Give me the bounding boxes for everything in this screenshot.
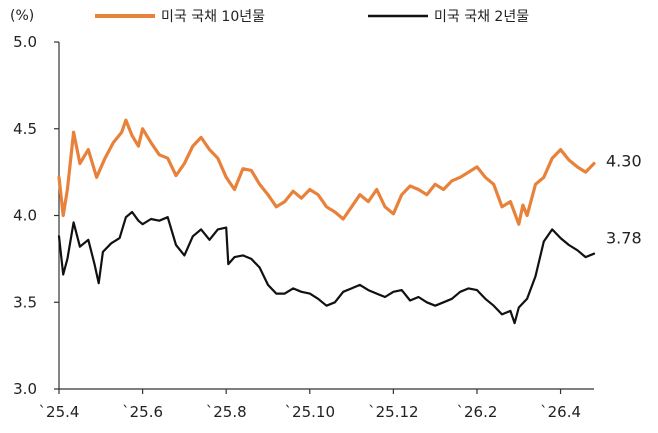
- series-line-10y: [57, 118, 596, 226]
- x-axis: `25.4 `25.6 `25.8 `25.10 `25.12 `26.2 `26.4: [39, 388, 594, 421]
- x-tick-label: `26.2: [457, 403, 498, 421]
- x-tick-label: `26.4: [540, 403, 581, 421]
- legend-label-2y: 미국 국채 2년물: [434, 9, 529, 25]
- y-tick-label: 4.0: [13, 207, 37, 225]
- legend: 미국 국채 10년물 미국 국채 2년물: [95, 9, 529, 25]
- series-group: [57, 118, 596, 325]
- x-tick-label: `25.10: [285, 403, 335, 421]
- y-unit-label: (%): [10, 8, 34, 24]
- x-tick-label: `25.4: [39, 403, 80, 421]
- end-label-10y: 4.30: [606, 151, 642, 170]
- y-tick-label: 4.5: [13, 120, 37, 138]
- x-tick-label: `25.8: [206, 403, 247, 421]
- x-tick-label: `25.12: [368, 403, 418, 421]
- legend-label-10y: 미국 국채 10년물: [161, 9, 265, 25]
- y-tick-label: 3.5: [13, 293, 37, 311]
- x-tick-label: `25.6: [122, 403, 163, 421]
- y-axis: 3.0 3.5 4.0 4.5 5.0: [13, 33, 60, 398]
- end-label-2y: 3.78: [606, 229, 642, 248]
- y-tick-label: 5.0: [13, 33, 37, 51]
- end-labels: 4.30 3.78: [606, 151, 642, 247]
- series-line-2y: [57, 210, 596, 325]
- y-tick-label: 3.0: [13, 380, 37, 398]
